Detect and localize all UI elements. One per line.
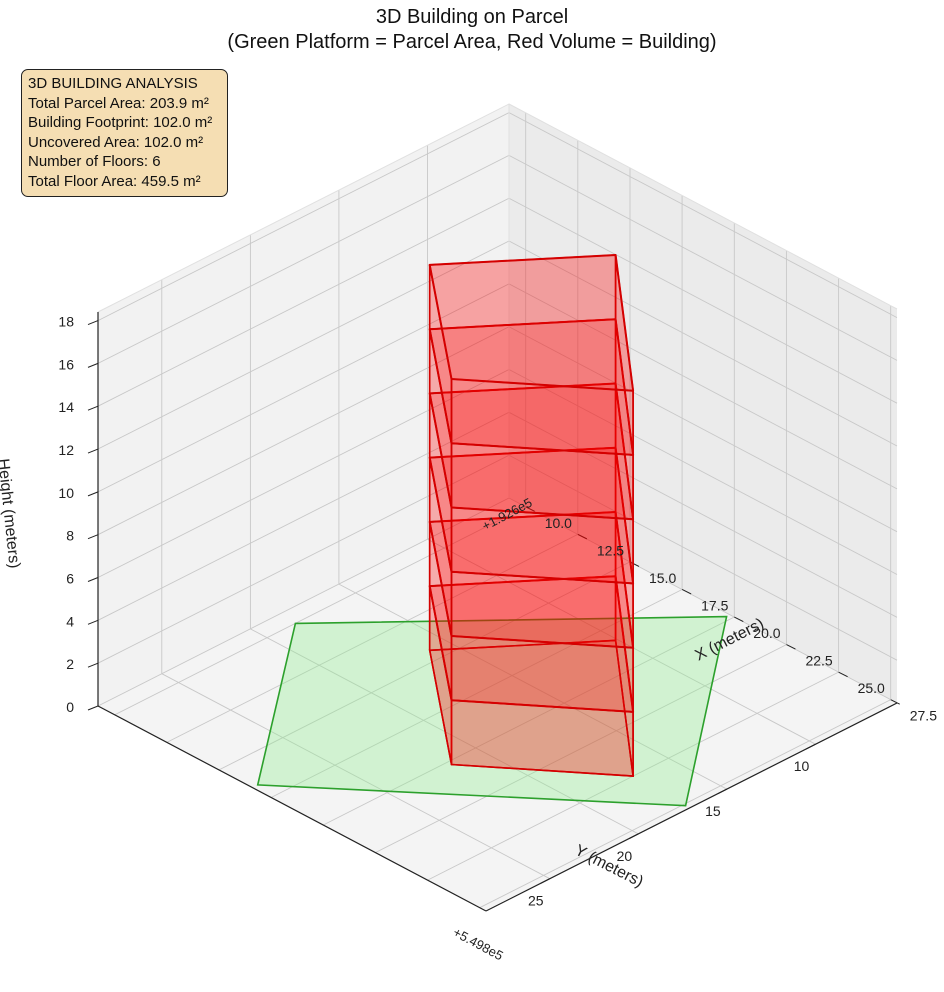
analysis-line-floors: Number of Floors: 6 bbox=[28, 153, 161, 170]
z-tick bbox=[87, 448, 99, 454]
z-tick-label: 2 bbox=[66, 656, 74, 672]
analysis-box: 3D BUILDING ANALYSIS Total Parcel Area: … bbox=[21, 69, 228, 197]
z-tick bbox=[87, 662, 99, 668]
floor-2 bbox=[428, 511, 635, 713]
x-tick-label: 20.0 bbox=[753, 625, 780, 641]
x-tick-label: 17.5 bbox=[701, 597, 728, 613]
y-axis-line bbox=[97, 705, 487, 912]
floor-6 bbox=[428, 254, 635, 456]
x-tick-label: 15.0 bbox=[649, 570, 676, 586]
floor-side bbox=[450, 378, 634, 456]
analysis-heading: 3D BUILDING ANALYSIS bbox=[28, 75, 198, 92]
analysis-line-uncovered: Uncovered Area: 102.0 m² bbox=[28, 133, 204, 151]
x-tick-label: 22.5 bbox=[805, 653, 832, 669]
floor-4 bbox=[428, 382, 635, 585]
y-tick-label: 15 bbox=[705, 803, 721, 819]
pane-left bbox=[98, 104, 509, 706]
y-tick bbox=[629, 833, 639, 839]
floor-side bbox=[450, 635, 634, 713]
floor-side bbox=[450, 442, 634, 521]
x-tick bbox=[525, 506, 535, 512]
x-tick bbox=[890, 699, 900, 705]
z-tick bbox=[87, 320, 99, 326]
z-tick bbox=[87, 619, 99, 625]
x-tick-label: 25.0 bbox=[858, 680, 885, 696]
analysis-line-floor-area: Total Floor Area: 459.5 m² bbox=[28, 172, 201, 190]
z-tick bbox=[87, 405, 99, 411]
floor-1 bbox=[428, 575, 635, 777]
z-tick-label: 6 bbox=[66, 571, 74, 587]
x-tick-label: 10.0 bbox=[545, 515, 572, 531]
z-axis-label: Height (meters) bbox=[0, 458, 23, 569]
x-tick bbox=[629, 561, 640, 567]
z-tick-label: 10 bbox=[58, 485, 74, 501]
x-axis-line bbox=[485, 702, 898, 912]
z-tick bbox=[87, 491, 99, 497]
z-tick-label: 4 bbox=[66, 613, 74, 629]
x-tick bbox=[577, 533, 588, 540]
floor-side bbox=[450, 570, 634, 649]
parcel-platform bbox=[256, 615, 728, 807]
x-tick bbox=[838, 671, 848, 678]
building-volume bbox=[428, 254, 635, 777]
y-tick bbox=[540, 878, 551, 884]
parcel-polygon bbox=[256, 615, 728, 807]
x-tick-label: 27.5 bbox=[910, 708, 937, 724]
floor-3 bbox=[428, 446, 635, 649]
chart-title: 3D Building on Parcel bbox=[375, 6, 569, 28]
pane-floor bbox=[98, 498, 897, 911]
x-tick bbox=[786, 644, 796, 650]
y-tick bbox=[806, 743, 816, 750]
analysis-line-footprint: Building Footprint: 102.0 m² bbox=[28, 114, 213, 131]
y-tick-label: 10 bbox=[794, 758, 810, 774]
y-offset-label: +5.498e5 bbox=[451, 924, 506, 963]
z-tick bbox=[87, 362, 99, 368]
x-tick-label: 12.5 bbox=[597, 542, 624, 558]
z-tick bbox=[87, 534, 99, 540]
x-tick bbox=[734, 616, 744, 622]
z-tick-label: 12 bbox=[58, 442, 74, 458]
chart-subtitle: (Green Platform = Parcel Area, Red Volum… bbox=[227, 31, 717, 53]
axis-panes bbox=[98, 104, 897, 911]
z-tick-label: 16 bbox=[58, 356, 74, 372]
floor-5 bbox=[428, 318, 635, 521]
pane-right bbox=[509, 104, 897, 703]
x-tick bbox=[681, 589, 692, 595]
z-tick-label: 18 bbox=[58, 314, 74, 330]
floor-top bbox=[428, 254, 635, 392]
z-tick bbox=[87, 705, 99, 711]
y-tick bbox=[717, 788, 728, 795]
y-tick-label: 20 bbox=[617, 848, 633, 864]
z-tick-label: 14 bbox=[58, 399, 74, 415]
z-tick-label: 0 bbox=[66, 699, 74, 715]
z-tick-label: 8 bbox=[66, 528, 74, 544]
analysis-line-parcel-area: Total Parcel Area: 203.9 m² bbox=[28, 94, 209, 112]
axis-lines bbox=[87, 103, 900, 912]
y-tick-label: 25 bbox=[528, 893, 544, 909]
z-tick bbox=[87, 577, 99, 582]
floor-bottom bbox=[428, 639, 635, 777]
